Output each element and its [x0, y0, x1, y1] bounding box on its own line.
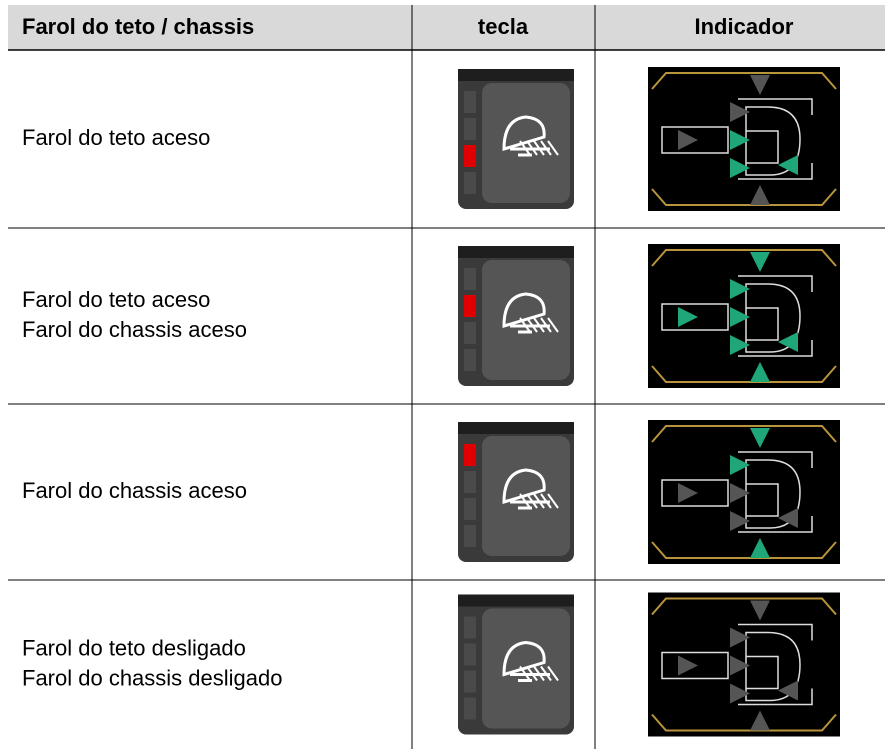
indicator-arrow [778, 680, 798, 701]
indicator-arrow [778, 155, 798, 175]
lamp-ray [547, 493, 559, 509]
lamp-ray [526, 140, 538, 156]
header-cell: Indicador [694, 14, 793, 39]
key-icon [458, 594, 574, 735]
key-slot [464, 471, 476, 493]
key-top [458, 246, 574, 258]
diagram [661, 275, 813, 357]
lamp-ray [519, 493, 531, 509]
lamp-ray [533, 140, 545, 156]
indicator-arrow [730, 455, 750, 475]
lamp-ray [540, 665, 552, 682]
key-slot [464, 643, 476, 666]
diagram [661, 451, 813, 533]
key-slot [464, 268, 476, 290]
indicator-arrow [750, 600, 770, 621]
diagram [661, 98, 813, 180]
indicator-arrow [730, 102, 750, 122]
indicator-arrow [750, 538, 770, 558]
indicator-arrow [750, 362, 770, 382]
key-slot [464, 498, 476, 520]
indicator-arrow [730, 307, 750, 327]
indicator-arrow [730, 511, 750, 531]
key-slot [464, 145, 476, 167]
key-slot [464, 349, 476, 371]
cell-text: Farol do teto aceso [22, 125, 210, 150]
key-top [458, 422, 574, 434]
indicator-arrow [730, 683, 750, 704]
lamp-ray [540, 317, 552, 333]
indicator-arrow [678, 483, 698, 503]
indicator-arrow [730, 483, 750, 503]
key-icon [458, 246, 574, 386]
lamp-ray [547, 317, 559, 333]
lamp-ray [533, 493, 545, 509]
key-slot [464, 670, 476, 693]
lamp-ray [519, 317, 531, 333]
lamp-ray [526, 665, 538, 682]
indicator-arrow [730, 655, 750, 676]
indicator-icon [648, 244, 840, 388]
screen-frame [651, 597, 837, 732]
cell-text: Farol do teto aceso [22, 287, 210, 312]
lamp-ray [526, 317, 538, 333]
indicator-arrow [750, 428, 770, 448]
indicator-arrow [730, 335, 750, 355]
key-slot [464, 697, 476, 720]
indicator-arrow [678, 655, 698, 676]
header-cell: tecla [478, 14, 529, 39]
screen-frame [651, 72, 837, 206]
screen-frame [651, 249, 837, 383]
indicator-arrow [678, 130, 698, 150]
cell-text: Farol do chassis aceso [22, 478, 247, 503]
key-slot [464, 525, 476, 547]
indicator-arrow [750, 75, 770, 95]
indicator-arrow [730, 158, 750, 178]
key-slot [464, 322, 476, 344]
key-icon [458, 69, 574, 209]
key-slot [464, 91, 476, 113]
lamp-ray [526, 493, 538, 509]
lamp-ray [533, 665, 545, 682]
lamp-ray [540, 140, 552, 156]
key-icon [458, 422, 574, 562]
indicator-arrow [750, 710, 770, 731]
indicator-arrow [678, 307, 698, 327]
cell-text: Farol do chassis desligado [22, 665, 282, 690]
indicator-arrow [750, 252, 770, 272]
cell-text: Farol do chassis aceso [22, 317, 247, 342]
header-row [8, 5, 885, 50]
header-cell: Farol do teto / chassis [22, 14, 254, 39]
key-slot [464, 118, 476, 140]
indicator-arrow [730, 627, 750, 648]
indicator-icon [648, 592, 840, 737]
diagram [661, 623, 813, 706]
lamp-ray [519, 140, 531, 156]
key-slot [464, 172, 476, 194]
key-slot [464, 295, 476, 317]
indicator-arrow [778, 508, 798, 528]
key-top [458, 69, 574, 81]
key-slot [464, 616, 476, 639]
cell-text: Farol do teto desligado [22, 635, 246, 660]
indicator-icon [648, 67, 840, 211]
screen-frame [651, 425, 837, 559]
key-top [458, 594, 574, 607]
lamp-ray [533, 317, 545, 333]
indicator-arrow [778, 332, 798, 352]
indicator-icon [648, 420, 840, 564]
indicator-arrow [750, 185, 770, 205]
lamp-ray [547, 140, 559, 156]
key-slot [464, 444, 476, 466]
lamp-ray [519, 665, 531, 682]
lamp-ray [547, 665, 559, 682]
indicator-arrow [730, 130, 750, 150]
indicator-arrow [730, 279, 750, 299]
lamp-ray [540, 493, 552, 509]
